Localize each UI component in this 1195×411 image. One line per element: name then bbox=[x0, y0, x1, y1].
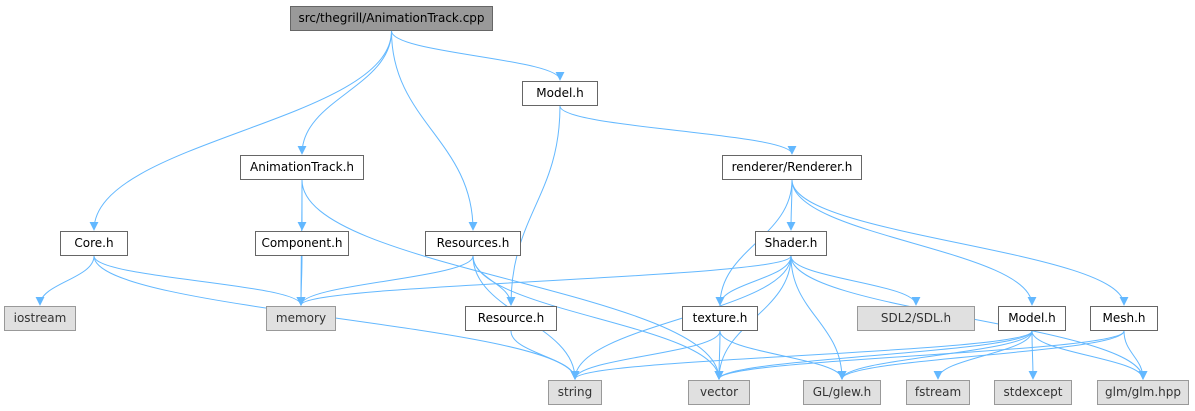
edge-model2_h-to-glew_h bbox=[837, 330, 1033, 380]
node-resources-h[interactable]: Resources.h bbox=[425, 231, 521, 256]
edge-shader_h-to-memory bbox=[296, 255, 792, 306]
node-iostream: iostream bbox=[4, 306, 76, 331]
node-fstream: fstream bbox=[906, 380, 970, 405]
edge-resource_h-to-string bbox=[510, 330, 580, 380]
node-animationtrack-h[interactable]: AnimationTrack.h bbox=[240, 155, 364, 180]
edge-texture_h-to-glew_h bbox=[719, 330, 847, 380]
edge-renderer_h-to-mesh_h bbox=[791, 179, 1129, 306]
node-memory: memory bbox=[266, 306, 336, 331]
node-sdl-h: SDL2/SDL.h bbox=[857, 306, 975, 331]
node-core-h[interactable]: Core.h bbox=[60, 231, 128, 256]
edge-model2_h-to-stdexcept bbox=[1028, 330, 1038, 380]
edge-mesh_h-to-glm_hpp bbox=[1123, 330, 1148, 380]
edge-shader_h-to-glew_h bbox=[790, 255, 847, 380]
edge-model_h-to-resource_h bbox=[506, 105, 561, 306]
edge-model_h-to-renderer_h bbox=[559, 105, 797, 155]
node-string: string bbox=[548, 380, 602, 405]
node-component-h[interactable]: Component.h bbox=[255, 231, 349, 256]
node-model-h[interactable]: Model.h bbox=[522, 81, 598, 106]
node-glew-h: GL/glew.h bbox=[803, 380, 881, 405]
edge-resources_h-to-vector bbox=[472, 255, 724, 380]
edge-shader_h-to-texture_h bbox=[715, 255, 792, 306]
edge-root-to-resources_h bbox=[391, 30, 478, 231]
edge-mesh_h-to-vector bbox=[714, 330, 1125, 380]
node-texture-h[interactable]: texture.h bbox=[682, 306, 758, 331]
edge-animtrack_h-to-vector bbox=[301, 179, 724, 380]
edge-resources_h-to-resource_h bbox=[472, 255, 516, 306]
edge-root-to-model_h bbox=[391, 30, 565, 81]
edge-mesh_h-to-glew_h bbox=[837, 330, 1125, 380]
node-animationtrack-cpp[interactable]: src/thegrill/AnimationTrack.cpp bbox=[290, 6, 493, 31]
edge-root-to-core_h bbox=[89, 30, 392, 231]
node-shader-h[interactable]: Shader.h bbox=[755, 231, 827, 256]
node-vector: vector bbox=[688, 380, 750, 405]
edge-renderer_h-to-model2_h bbox=[791, 179, 1037, 306]
edge-model2_h-to-glm_hpp bbox=[1031, 330, 1148, 380]
edge-resources_h-to-memory bbox=[296, 255, 474, 306]
edge-core_h-to-iostream bbox=[35, 255, 95, 306]
edge-core_h-to-memory bbox=[93, 255, 306, 306]
edge-shader_h-to-sdl_h bbox=[790, 255, 921, 306]
node-glm-hpp: glm/glm.hpp bbox=[1097, 380, 1189, 405]
node-stdexcept: stdexcept bbox=[994, 380, 1072, 405]
edge-texture_h-to-string bbox=[570, 330, 721, 380]
edge-model2_h-to-vector bbox=[714, 330, 1033, 380]
node-renderer-h[interactable]: renderer/Renderer.h bbox=[722, 155, 862, 180]
edge-model2_h-to-string bbox=[570, 330, 1033, 380]
edge-root-to-animtrack_h bbox=[297, 30, 392, 155]
node-model-h-renderer[interactable]: Model.h bbox=[998, 306, 1066, 331]
node-mesh-h[interactable]: Mesh.h bbox=[1090, 306, 1158, 331]
node-resource-h[interactable]: Resource.h bbox=[465, 306, 557, 331]
